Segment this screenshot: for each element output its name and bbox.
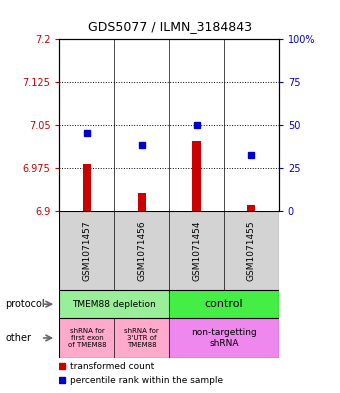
- Text: protocol: protocol: [5, 299, 45, 309]
- Text: shRNA for
3'UTR of
TMEM88: shRNA for 3'UTR of TMEM88: [124, 328, 159, 348]
- Bar: [169, 290, 279, 318]
- Bar: [169, 318, 279, 358]
- Text: percentile rank within the sample: percentile rank within the sample: [70, 376, 224, 385]
- Text: GSM1071454: GSM1071454: [192, 220, 201, 281]
- Bar: [59, 318, 114, 358]
- Text: GDS5077 / ILMN_3184843: GDS5077 / ILMN_3184843: [88, 20, 252, 33]
- Bar: [247, 204, 255, 211]
- Text: shRNA for
first exon
of TMEM88: shRNA for first exon of TMEM88: [68, 328, 106, 348]
- Bar: [138, 193, 146, 211]
- Text: GSM1071457: GSM1071457: [82, 220, 91, 281]
- Bar: [59, 290, 169, 318]
- Text: other: other: [5, 333, 31, 343]
- Text: TMEM88 depletion: TMEM88 depletion: [72, 300, 156, 309]
- Text: GSM1071455: GSM1071455: [247, 220, 256, 281]
- Bar: [192, 141, 201, 211]
- Bar: [83, 164, 91, 211]
- Text: non-targetting
shRNA: non-targetting shRNA: [191, 328, 257, 348]
- Text: transformed count: transformed count: [70, 362, 155, 371]
- Text: control: control: [205, 299, 243, 309]
- Bar: [114, 318, 169, 358]
- Text: GSM1071456: GSM1071456: [137, 220, 146, 281]
